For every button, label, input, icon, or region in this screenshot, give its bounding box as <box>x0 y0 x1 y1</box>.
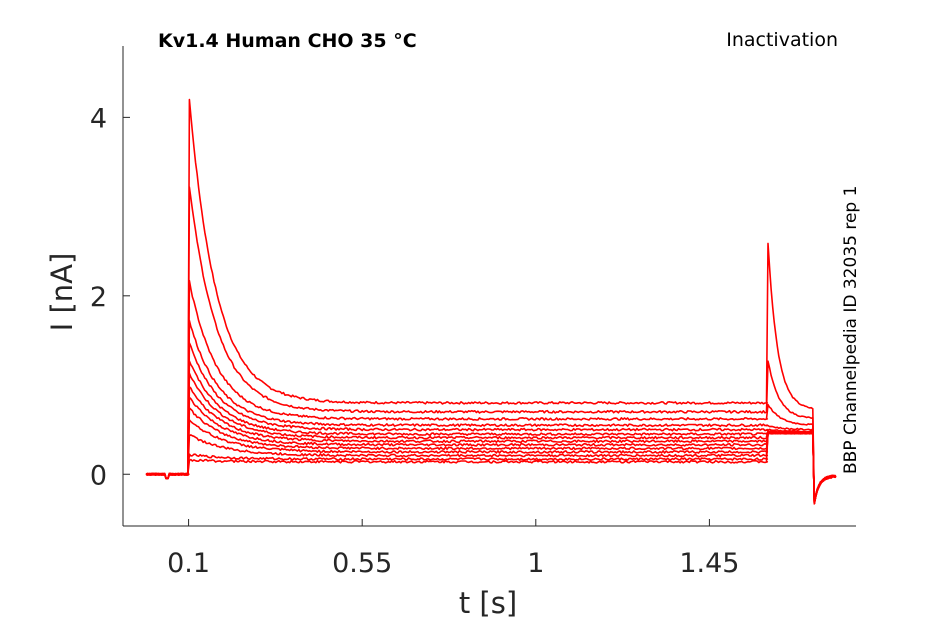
current-trace-4 <box>145 319 837 505</box>
current-trace-10 <box>146 407 837 503</box>
x-axis-label: t [s] <box>459 586 517 620</box>
y-tick-label: 4 <box>90 103 107 134</box>
current-trace-6 <box>146 360 837 505</box>
current-trace-14 <box>145 431 837 505</box>
y-axis-label: I [nA] <box>45 253 79 332</box>
x-tick-label: 1 <box>527 548 544 579</box>
chart-title: Kv1.4 Human CHO 35 °C <box>158 30 417 52</box>
traces-group <box>145 98 837 505</box>
current-trace-1 <box>146 98 837 503</box>
current-trace-5 <box>145 342 837 505</box>
current-trace-2 <box>145 186 837 503</box>
current-trace-8 <box>145 385 837 505</box>
current-trace-3 <box>145 279 837 505</box>
current-trace-11 <box>146 419 837 505</box>
x-tick-label: 1.45 <box>679 548 739 579</box>
current-trace-12 <box>145 431 837 505</box>
current-trace-7 <box>145 372 837 503</box>
x-tick-label: 0.1 <box>167 548 210 579</box>
y-tick-label: 2 <box>90 282 107 313</box>
y-ticks-group: 0 2 4 <box>90 103 130 491</box>
x-ticks-group: 0.1 0.55 1 1.45 <box>167 519 739 579</box>
current-trace-9 <box>145 396 837 504</box>
x-tick-label: 0.55 <box>332 548 392 579</box>
channelpedia-id-label: BBP Channelpedia ID 32035 rep 1 <box>841 186 861 474</box>
current-trace-13 <box>146 431 836 505</box>
protocol-label: Inactivation <box>726 29 838 51</box>
y-tick-label: 0 <box>90 460 107 491</box>
